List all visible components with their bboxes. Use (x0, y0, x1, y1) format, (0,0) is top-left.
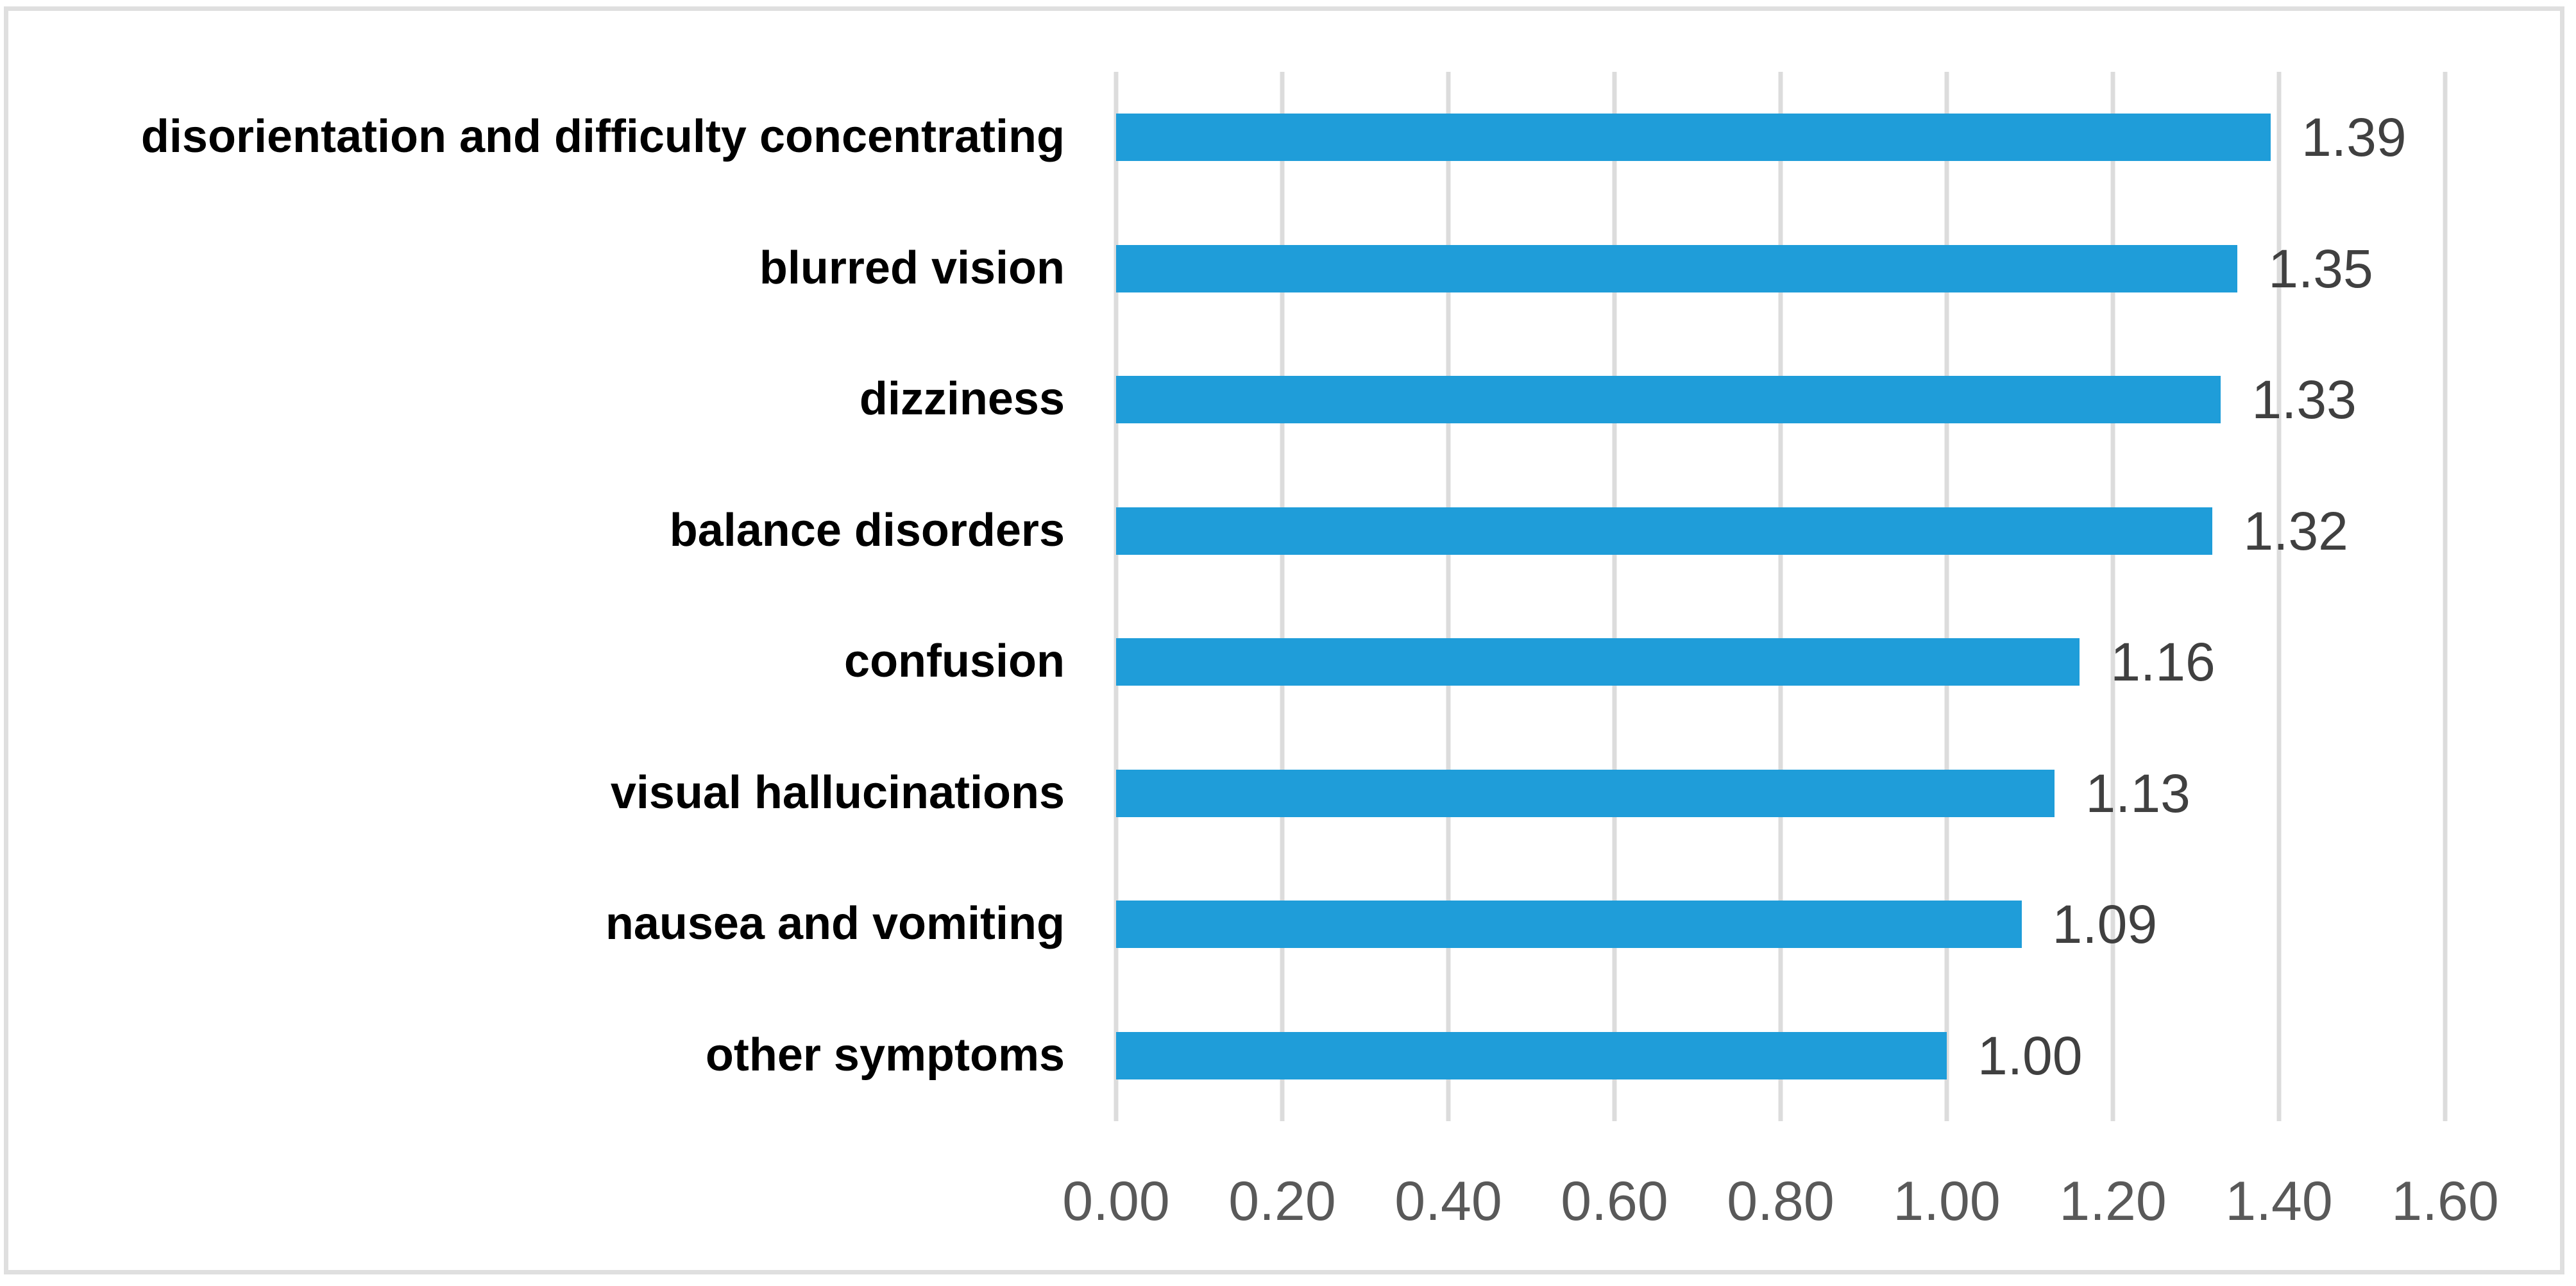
bar (1116, 1031, 1947, 1079)
bar (1116, 114, 2271, 162)
x-axis-tick-label: 0.20 (1228, 1171, 1336, 1232)
gridline (1446, 72, 1451, 1121)
x-axis-tick-label: 1.60 (2391, 1171, 2499, 1232)
value-label: 1.16 (2110, 632, 2216, 693)
gridline (2110, 72, 2115, 1121)
gridline (2276, 72, 2282, 1121)
bar-row: 1.33 (1116, 334, 2445, 466)
category-row: nausea and vomiting (13, 859, 1065, 990)
bar (1116, 244, 2238, 292)
bar-series: 1.39 1.35 1.33 1.32 1.16 1.13 1.09 1.00 (1116, 72, 2445, 1121)
bar-row: 1.13 (1116, 728, 2445, 859)
category-row: blurred vision (13, 203, 1065, 335)
gridlines (1114, 72, 2448, 1121)
value-label: 1.39 (2301, 107, 2407, 168)
value-label: 1.13 (2085, 763, 2190, 824)
category-label: visual hallucinations (610, 766, 1065, 818)
bar (1116, 769, 2055, 817)
value-label: 1.09 (2052, 894, 2158, 955)
x-axis-tick-label: 0.80 (1727, 1171, 1835, 1232)
category-row: dizziness (13, 334, 1065, 466)
category-row: disorientation and difficulty concentrat… (13, 72, 1065, 203)
value-label: 1.33 (2251, 369, 2357, 430)
gridline (1778, 72, 1783, 1121)
category-label: disorientation and difficulty concentrat… (140, 111, 1065, 163)
category-label: other symptoms (705, 1029, 1065, 1081)
category-label: dizziness (859, 373, 1065, 425)
bar-row: 1.16 (1116, 596, 2445, 728)
category-label: balance disorders (669, 504, 1065, 556)
x-axis-tick-label: 0.60 (1561, 1171, 1668, 1232)
category-row: confusion (13, 596, 1065, 728)
x-axis-tick-label: 1.00 (1893, 1171, 2001, 1232)
category-label: blurred vision (759, 242, 1065, 294)
bar-row: 1.00 (1116, 990, 2445, 1122)
bar-row: 1.09 (1116, 859, 2445, 990)
bar-row: 1.35 (1116, 203, 2445, 335)
gridline (1114, 72, 1119, 1121)
gridline (1280, 72, 1285, 1121)
gridline (1612, 72, 1617, 1121)
value-label: 1.32 (2243, 500, 2348, 561)
value-label: 1.35 (2268, 238, 2373, 299)
category-row: balance disorders (13, 466, 1065, 597)
gridline (2443, 72, 2448, 1121)
x-axis: 0.00 0.20 0.40 0.60 0.80 1.00 1.20 1.40 1.60 (1062, 1171, 2498, 1238)
value-label: 1.00 (1978, 1025, 2083, 1086)
plot-area: 1.39 1.35 1.33 1.32 1.16 1.13 1.09 1.00 (1114, 72, 2448, 1121)
bar-row: 1.39 (1116, 72, 2445, 203)
gridline (1944, 72, 1949, 1121)
category-axis: disorientation and difficulty concentrat… (13, 72, 1065, 1121)
category-label: nausea and vomiting (605, 898, 1065, 950)
x-axis-tick-label: 0.00 (1062, 1171, 1170, 1232)
bar (1116, 901, 2022, 949)
x-axis-tick-label: 1.40 (2225, 1171, 2333, 1232)
category-row: other symptoms (13, 990, 1065, 1122)
bar (1116, 638, 2080, 686)
x-axis-tick-label: 0.40 (1394, 1171, 1502, 1232)
bar (1116, 507, 2213, 555)
category-label: confusion (844, 636, 1065, 688)
bar-row: 1.32 (1116, 466, 2445, 597)
x-axis-tick-label: 1.20 (2059, 1171, 2167, 1232)
bar (1116, 376, 2221, 424)
category-row: visual hallucinations (13, 728, 1065, 859)
